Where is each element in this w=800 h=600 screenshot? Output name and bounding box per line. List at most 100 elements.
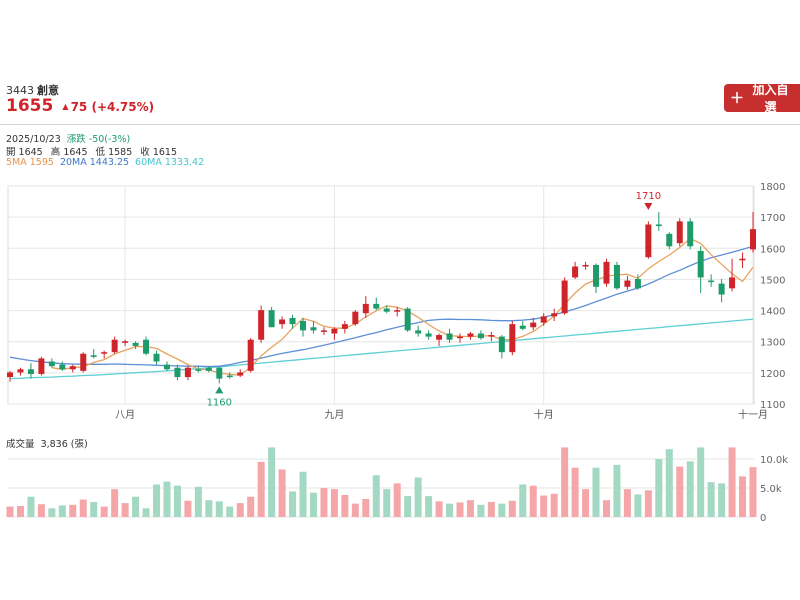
volume-bar	[226, 506, 234, 517]
stock-header: 3443 創意	[6, 82, 59, 98]
candle-body	[289, 317, 296, 325]
price-panel-frame	[7, 185, 755, 405]
volume-bar	[194, 486, 202, 517]
volume-bar	[613, 464, 621, 517]
volume-bar	[550, 493, 558, 517]
candle-body	[80, 353, 87, 371]
candle-body	[184, 367, 191, 378]
candle-body	[48, 361, 55, 367]
candle-body	[655, 224, 662, 227]
volume-bar	[404, 496, 412, 517]
candle-body	[383, 308, 390, 312]
volume-bar	[383, 489, 391, 517]
candle-body	[195, 369, 202, 371]
volume-bar	[153, 484, 161, 517]
high-marker-label: 1710	[636, 191, 661, 202]
ohlc-high: 高 1645	[50, 147, 88, 158]
volume-bar	[519, 484, 527, 517]
candle-body	[111, 339, 118, 353]
volume-bar	[215, 501, 223, 517]
volume-bar	[456, 502, 464, 517]
volume-bar	[289, 491, 297, 517]
candle-body	[27, 369, 34, 374]
candle-body	[436, 335, 443, 340]
candle-body	[634, 278, 641, 289]
volume-label: 成交量	[6, 439, 35, 450]
candle-body	[247, 339, 254, 371]
candle-body	[394, 310, 401, 312]
candle-body	[551, 313, 558, 317]
candle-body	[258, 310, 265, 340]
price-tick-label: 1800	[760, 182, 785, 193]
low-marker-icon	[215, 386, 224, 394]
volume-bar	[435, 501, 443, 517]
add-to-watchlist-label: 加入自選	[752, 83, 789, 114]
volume-bar	[205, 500, 213, 517]
volume-bar	[676, 466, 684, 517]
candle-body	[352, 311, 359, 325]
candle-body	[729, 277, 736, 289]
candle-body	[415, 330, 422, 334]
price-tick-label: 1500	[760, 275, 785, 286]
volume-bar	[330, 489, 338, 517]
volume-bar	[728, 447, 736, 517]
volume-bar	[163, 481, 171, 517]
volume-bar	[644, 490, 652, 517]
candle-body	[498, 336, 505, 353]
volume-bar	[623, 489, 631, 517]
volume-bar	[487, 501, 495, 517]
volume-bar	[393, 483, 401, 517]
volume-bar	[111, 489, 119, 517]
candle-body	[603, 261, 610, 284]
volume-bar	[121, 503, 129, 517]
volume-bar	[665, 449, 673, 517]
volume-bar	[529, 485, 537, 517]
candle-body	[362, 303, 369, 314]
candle-body	[645, 224, 652, 258]
candle-body	[38, 358, 45, 374]
change-percent: (+4.75%)	[91, 100, 155, 114]
candle-body	[17, 369, 24, 373]
volume-bar	[132, 496, 140, 517]
month-tick-label: 十一月	[738, 408, 768, 421]
volume-bar	[69, 504, 77, 517]
volume-bar	[571, 467, 579, 517]
volume-bar	[718, 483, 726, 517]
candle-body	[613, 264, 620, 289]
candle-body	[174, 367, 181, 378]
volume-bar	[58, 505, 66, 517]
volume-bar	[37, 504, 45, 517]
candle-body	[373, 303, 380, 309]
volume-bar	[707, 482, 715, 517]
candle-body	[582, 264, 589, 267]
volume-bar	[142, 508, 150, 517]
volume-bar	[540, 495, 548, 517]
candle-body	[509, 324, 516, 353]
day-info-date-row: 2025/10/23 漲跌 -50(-3%)	[6, 131, 130, 145]
volume-bar	[184, 500, 192, 517]
volume-bar	[341, 494, 349, 517]
ohlc-low: 低 1585	[95, 147, 133, 158]
candle-body	[624, 280, 631, 287]
candle-body	[132, 342, 139, 346]
volume-bar	[749, 467, 757, 517]
month-tick-label: 九月	[324, 409, 344, 421]
ohlc-open: 開 1645	[6, 147, 43, 158]
ma60-legend: 60MA 1333.42	[135, 157, 205, 168]
volume-bar	[362, 499, 370, 517]
candle-body	[561, 280, 568, 314]
candle-body	[530, 322, 537, 328]
candle-body	[69, 366, 76, 370]
candle-body	[446, 333, 453, 340]
volume-bar	[372, 475, 380, 517]
volume-bar	[268, 447, 276, 517]
candle-body	[739, 258, 746, 261]
volume-bar	[90, 501, 98, 517]
volume-bar	[477, 504, 485, 517]
volume-bar	[173, 485, 181, 517]
candle-body	[676, 221, 683, 244]
ma60-line	[9, 318, 754, 380]
add-to-watchlist-button[interactable]: ＋ 加入自選	[724, 83, 800, 114]
volume-bar	[351, 503, 359, 517]
